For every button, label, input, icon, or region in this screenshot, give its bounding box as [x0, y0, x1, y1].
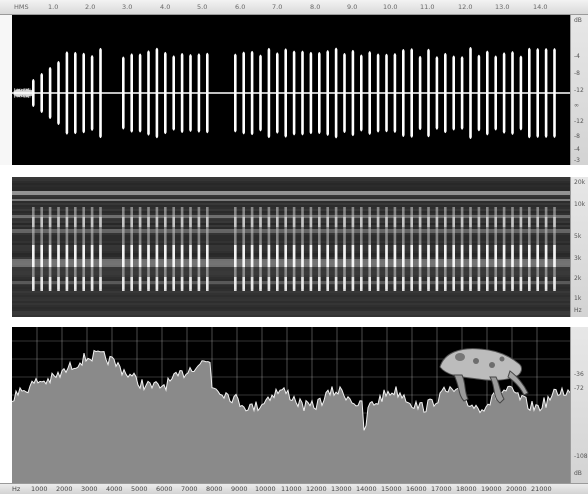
spectrum-scale-label: -36 [574, 371, 584, 378]
waveform-scale-label: -4 [574, 146, 580, 153]
spectrum-scale-label: -108 [574, 453, 588, 460]
time-tick: 2.0 [85, 3, 96, 11]
frequency-tick: 2000 [56, 485, 73, 493]
waveform-scale-label: -8 [574, 70, 580, 77]
frequency-tick: 7000 [181, 485, 198, 493]
frequency-tick: 12000 [306, 485, 327, 493]
spectrogram-canvas [12, 177, 570, 317]
spectrogram-panel[interactable] [12, 177, 570, 317]
time-ruler-unit: HMS [14, 3, 29, 11]
frequency-tick: 18000 [456, 485, 477, 493]
frequency-tick: 4000 [106, 485, 123, 493]
frequency-tick: 8000 [206, 485, 223, 493]
frequency-tick: 13000 [331, 485, 352, 493]
frequency-tick: 14000 [356, 485, 377, 493]
spectrogram-unit: Hz [574, 307, 582, 314]
time-tick: 14.0 [533, 3, 548, 11]
time-tick: 3.0 [122, 3, 133, 11]
spectrogram-scale-label: 5k [574, 233, 582, 240]
frequency-tick: 5000 [131, 485, 148, 493]
frequency-tick: 19000 [481, 485, 502, 493]
waveform-scale-label: -3 [574, 157, 580, 164]
waveform-scale-label: -12 [574, 118, 584, 125]
spectrogram-scale-label: 10k [574, 201, 586, 208]
waveform-panel[interactable] [12, 15, 570, 165]
frequency-tick: 21000 [531, 485, 552, 493]
time-tick: 10.0 [383, 3, 398, 11]
frequency-tick: 6000 [156, 485, 173, 493]
time-tick: 1.0 [48, 3, 59, 11]
frequency-tick: 9000 [231, 485, 248, 493]
time-tick: 7.0 [272, 3, 283, 11]
frequency-tick: 11000 [281, 485, 302, 493]
waveform-scale-label: ∞ [574, 102, 579, 109]
spectrum-scale-label: -72 [574, 385, 584, 392]
waveform-left-margin [0, 15, 12, 165]
waveform-scale: dB -4 -8 -12 ∞ -12 -8 -4 -3 [570, 15, 588, 165]
time-tick: 5.0 [197, 3, 208, 11]
waveform-unit: dB [574, 17, 582, 24]
frequency-tick: 3000 [81, 485, 98, 493]
waveform-scale-label: -8 [574, 133, 580, 140]
time-tick: 13.0 [495, 3, 510, 11]
frequency-ruler-unit: Hz [12, 485, 21, 493]
spectrum-unit: dB [574, 470, 582, 477]
spectrum-scale: -36 -72 -108 dB [570, 327, 588, 483]
time-tick: 12.0 [458, 3, 473, 11]
frequency-tick: 17000 [431, 485, 452, 493]
frequency-ruler[interactable]: Hz 1000 2000 3000 4000 5000 6000 7000 80… [0, 483, 588, 494]
frequency-tick: 16000 [406, 485, 427, 493]
spectrogram-scale-label: 20k [574, 179, 586, 186]
time-tick: 6.0 [235, 3, 246, 11]
spectrogram-scale-label: 3k [574, 255, 582, 262]
waveform-scale-label: -4 [574, 53, 580, 60]
time-tick: 9.0 [347, 3, 358, 11]
time-tick: 11.0 [420, 3, 435, 11]
waveform-scale-label: -12 [574, 87, 584, 94]
frequency-tick: 20000 [506, 485, 527, 493]
spectrum-panel[interactable] [12, 327, 570, 483]
time-tick: 8.0 [310, 3, 321, 11]
frequency-tick: 10000 [255, 485, 276, 493]
spectrogram-scale-label: 2k [574, 275, 582, 282]
spectrogram-scale: 20k 10k 5k 3k 2k 1k Hz [570, 177, 588, 317]
frog-image [439, 348, 529, 404]
frequency-tick: 1000 [31, 485, 48, 493]
frequency-tick: 15000 [381, 485, 402, 493]
time-ruler[interactable]: HMS 1.0 2.0 3.0 4.0 5.0 6.0 7.0 8.0 9.0 … [0, 0, 588, 15]
time-tick: 4.0 [160, 3, 171, 11]
spectrogram-scale-label: 1k [574, 295, 582, 302]
waveform-canvas [12, 47, 570, 139]
